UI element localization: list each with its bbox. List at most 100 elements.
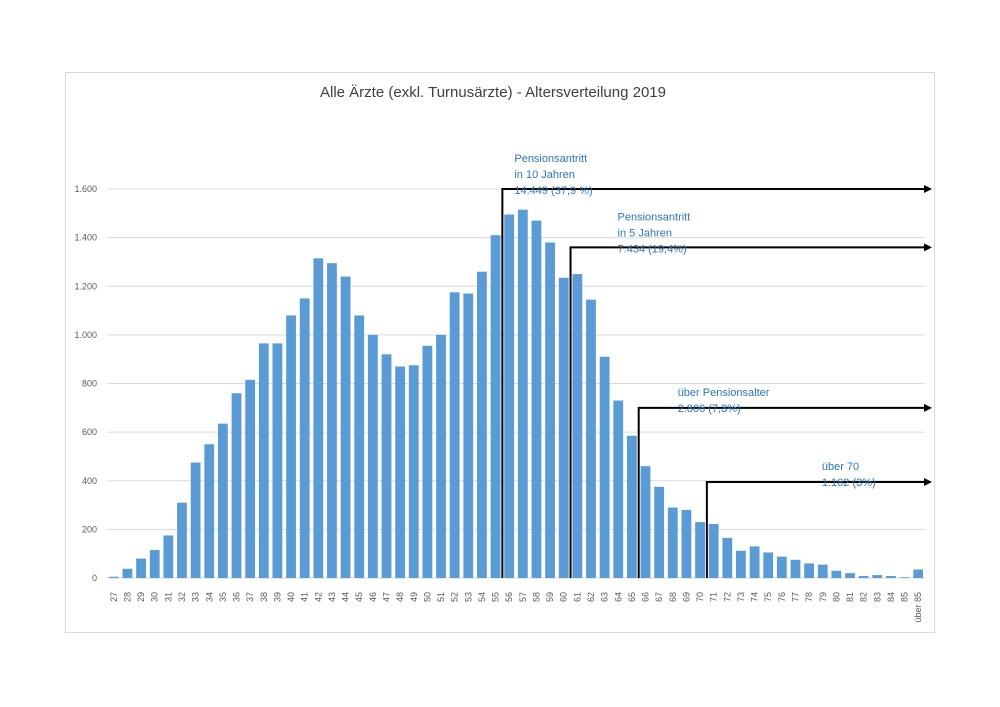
- bar-76: [776, 556, 787, 578]
- bar-62: [586, 299, 596, 578]
- bar-36: [231, 393, 242, 578]
- x-tick-label: 64: [613, 592, 623, 602]
- y-tick-label: 0: [92, 573, 97, 583]
- bar-63: [599, 356, 610, 578]
- y-tick-label: 600: [82, 427, 97, 437]
- arrow-head-icon: [924, 185, 932, 193]
- arrow-head-icon: [924, 477, 932, 486]
- bar-34: [204, 444, 215, 578]
- bar-29: [136, 558, 146, 578]
- x-tick-label: 57: [518, 592, 528, 602]
- y-tick-label: 1.400: [74, 233, 97, 243]
- bar-35: [217, 423, 228, 578]
- arrow-head-icon: [924, 243, 932, 252]
- bar-33: [190, 462, 201, 578]
- bar-80: [831, 570, 842, 578]
- bar-40: [286, 315, 296, 578]
- bar-41: [299, 298, 310, 578]
- x-tick-label: 30: [150, 592, 160, 602]
- x-tick-label: 61: [572, 592, 582, 602]
- x-tick-label: 71: [709, 592, 719, 602]
- x-tick-label: 59: [545, 592, 555, 602]
- x-tick-label: 50: [422, 592, 432, 602]
- bar-39: [272, 343, 283, 578]
- bar-75: [763, 552, 774, 578]
- x-tick-label: 52: [450, 592, 460, 602]
- x-tick-label: 51: [436, 592, 446, 602]
- x-tick-label: über 85: [913, 592, 923, 623]
- bar-71: [708, 524, 719, 578]
- x-tick-label: 45: [354, 592, 364, 602]
- y-tick-label: 800: [82, 379, 97, 389]
- x-tick-label: 65: [627, 592, 637, 602]
- x-tick-label: 83: [872, 592, 882, 602]
- bracket-line: [569, 246, 925, 578]
- x-tick-label: 40: [286, 592, 296, 602]
- x-tick-label: 46: [368, 592, 378, 602]
- annotation-text: Pensionsantritt: [514, 153, 587, 165]
- bar-42: [313, 258, 324, 578]
- x-tick-label: 31: [163, 592, 173, 602]
- x-tick-label: 27: [109, 592, 119, 602]
- x-tick-label: 75: [763, 592, 773, 602]
- annotation-text: über 70: [822, 461, 859, 473]
- bar-85: [899, 577, 910, 578]
- y-tick-label: 200: [82, 524, 97, 534]
- bar-31: [163, 535, 174, 578]
- x-tick-label: 29: [136, 592, 146, 602]
- x-tick-label: 34: [204, 592, 214, 602]
- chart-frame: [65, 72, 935, 633]
- x-tick-label: 28: [122, 592, 132, 602]
- bar-45: [354, 315, 365, 578]
- x-tick-label: 43: [327, 592, 337, 602]
- x-tick-label: 53: [463, 592, 473, 602]
- x-tick-label: 72: [722, 592, 732, 602]
- bar-48: [395, 366, 406, 578]
- bar-43: [327, 263, 337, 578]
- x-tick-label: 67: [654, 592, 664, 602]
- bar-52: [449, 292, 460, 578]
- x-tick-label: 81: [845, 592, 855, 602]
- bar-65: [626, 435, 637, 578]
- x-tick-label: 77: [790, 592, 800, 602]
- bar-60: [558, 277, 569, 578]
- bar-28: [122, 568, 133, 578]
- x-tick-label: 60: [559, 592, 569, 602]
- annotation-text: Pensionsantritt: [618, 211, 691, 223]
- y-tick-label: 1.200: [74, 281, 97, 291]
- x-tick-label: 38: [259, 592, 269, 602]
- bar-51: [436, 334, 446, 578]
- x-tick-label: 58: [531, 592, 541, 602]
- bar-32: [177, 502, 187, 578]
- x-tick-label: 39: [272, 592, 282, 602]
- annotation-text: 14.449 (37,9 %): [514, 185, 592, 197]
- x-tick-label: 55: [491, 592, 501, 602]
- x-tick-label: 80: [831, 592, 841, 602]
- bar-73: [736, 550, 746, 578]
- x-tick-label: 47: [381, 592, 391, 602]
- bar-79: [817, 564, 828, 578]
- x-tick-label: 66: [641, 592, 651, 602]
- x-tick-label: 54: [477, 592, 487, 602]
- x-tick-label: 33: [191, 592, 201, 602]
- bar-58: [531, 220, 542, 578]
- bar-70: [695, 522, 705, 578]
- arrow-head-icon: [924, 403, 932, 412]
- bar-55: [490, 235, 501, 578]
- bar-47: [381, 354, 392, 578]
- x-tick-label: 41: [300, 592, 310, 602]
- annotation-text: in 10 Jahren: [514, 169, 575, 181]
- x-tick-label: 70: [695, 592, 705, 602]
- annotation-text: 7.434 (19,4%): [618, 243, 687, 255]
- x-tick-label: 76: [777, 592, 787, 602]
- x-tick-label: 84: [886, 592, 896, 602]
- bracket-line: [705, 480, 925, 578]
- y-tick-label: 1.000: [74, 330, 97, 340]
- bar-über 85: [913, 569, 924, 578]
- bar-67: [654, 486, 665, 578]
- x-tick-label: 68: [668, 592, 678, 602]
- bar-46: [367, 334, 378, 578]
- bar-53: [463, 293, 474, 578]
- bar-84: [886, 576, 896, 578]
